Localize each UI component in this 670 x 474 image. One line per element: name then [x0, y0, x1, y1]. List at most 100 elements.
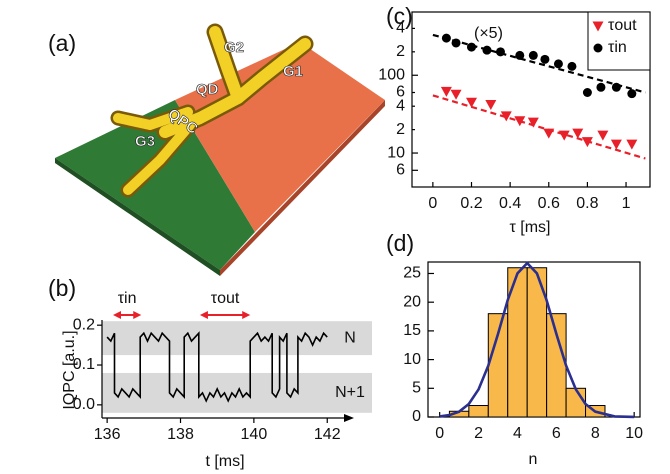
- y-tick-label: 0.0: [73, 396, 95, 413]
- data-point: [558, 130, 570, 141]
- x-tick-label: 140: [241, 426, 268, 443]
- legend-marker: [593, 43, 603, 53]
- arrow-head: [242, 311, 251, 319]
- x-axis-label: τ [ms]: [510, 219, 551, 236]
- bar: [565, 387, 587, 418]
- data-point: [495, 47, 505, 57]
- panel-label: (b): [48, 275, 76, 301]
- data-point: [581, 137, 593, 148]
- x-tick-label: 2: [474, 425, 483, 442]
- x-tick-label: 0: [435, 425, 444, 442]
- fit-line: [432, 94, 646, 160]
- legend-label: τin: [608, 39, 627, 56]
- data-point: [528, 50, 538, 60]
- x-tick-label: 10: [625, 425, 643, 442]
- data-point: [466, 97, 477, 108]
- x-tick-label: 0.6: [538, 195, 560, 212]
- x-tick-label: 142: [314, 426, 341, 443]
- y-tick-label: 0.2: [73, 316, 95, 333]
- annotation: (×5): [474, 25, 503, 42]
- gate: [123, 120, 195, 195]
- y-tick-label: 2: [396, 43, 405, 60]
- trace: [106, 331, 328, 403]
- y-axis-label: IQPC [a.u.]: [61, 330, 78, 409]
- substrate-edge: [55, 158, 220, 276]
- bar: [546, 313, 567, 418]
- x-tick-label: 8: [591, 425, 600, 442]
- data-point: [515, 50, 525, 60]
- x-tick-label: 6: [552, 425, 561, 442]
- fit-curve: [439, 261, 635, 419]
- panel-label: (d): [386, 230, 414, 256]
- data-point: [514, 116, 526, 127]
- gate: [113, 107, 193, 130]
- gate-label: G3: [135, 133, 155, 150]
- data-point: [467, 42, 476, 52]
- data-point: [482, 45, 492, 55]
- plot-frame: [411, 11, 651, 188]
- x-tick-label: 0: [428, 195, 437, 212]
- data-point: [441, 33, 451, 43]
- x-tick-label: 0.8: [576, 195, 598, 212]
- x-tick-label: 0.4: [499, 195, 521, 212]
- arrow-head: [199, 311, 208, 319]
- afm-image: G1 G2 G3 QD QPC: [55, 23, 385, 276]
- arrow-head: [113, 311, 122, 319]
- level-band: [102, 321, 372, 356]
- data-point: [543, 128, 555, 139]
- data-point: [450, 89, 462, 100]
- band-label: N: [344, 329, 356, 346]
- x-tick-label: 138: [167, 426, 194, 443]
- y-tick-label: 4: [396, 97, 405, 114]
- data-point: [527, 117, 539, 128]
- x-axis-arrow: [344, 414, 354, 422]
- data-point: [500, 111, 512, 122]
- y-tick-label: 10: [403, 351, 421, 368]
- gates: [110, 23, 314, 198]
- arrow-head: [133, 311, 142, 319]
- y-tick-label: 0.1: [73, 356, 95, 373]
- y-tick-label: 25: [403, 265, 421, 282]
- interval-label: τin: [118, 290, 137, 307]
- data-point: [485, 100, 497, 111]
- x-tick-label: 0.2: [460, 195, 482, 212]
- data-point: [572, 128, 584, 139]
- bar: [468, 405, 489, 418]
- data-point: [596, 82, 606, 92]
- data-point: [567, 61, 577, 71]
- data-point: [597, 130, 609, 141]
- data-point: [540, 54, 550, 64]
- y-tick-label: 0: [412, 408, 421, 425]
- data-point: [582, 88, 592, 98]
- gate: [232, 38, 311, 104]
- x-axis-label: n: [529, 451, 538, 468]
- gate-label: G2: [224, 39, 244, 56]
- panel-label: (c): [386, 3, 413, 29]
- interval-label: τout: [211, 290, 240, 307]
- bar: [487, 313, 509, 418]
- gate-label: G1: [283, 63, 303, 80]
- gate-label: QD: [196, 81, 219, 98]
- y-tick-label: 6: [396, 84, 405, 101]
- x-tick-label: 1: [622, 195, 631, 212]
- legend-marker: [592, 21, 604, 32]
- y-tick-label: 2: [396, 121, 405, 138]
- x-axis-label: t [ms]: [205, 453, 244, 470]
- data-point: [627, 89, 637, 99]
- substrate-green: [55, 100, 255, 270]
- data-point: [626, 139, 638, 150]
- data-point: [451, 38, 461, 48]
- legend-label: τout: [608, 17, 637, 34]
- x-tick-label: 136: [94, 426, 121, 443]
- panel-label: (a): [48, 30, 76, 56]
- data-point: [610, 139, 622, 150]
- y-tick-label: 5: [412, 380, 421, 397]
- substrate-edge: [220, 100, 385, 276]
- band-label: N+1: [335, 384, 365, 401]
- y-tick-label: 6: [396, 162, 405, 179]
- y-tick-label: 15: [403, 322, 421, 339]
- data-point: [440, 86, 452, 97]
- data-point: [611, 82, 621, 92]
- y-tick-label: 100: [378, 66, 405, 83]
